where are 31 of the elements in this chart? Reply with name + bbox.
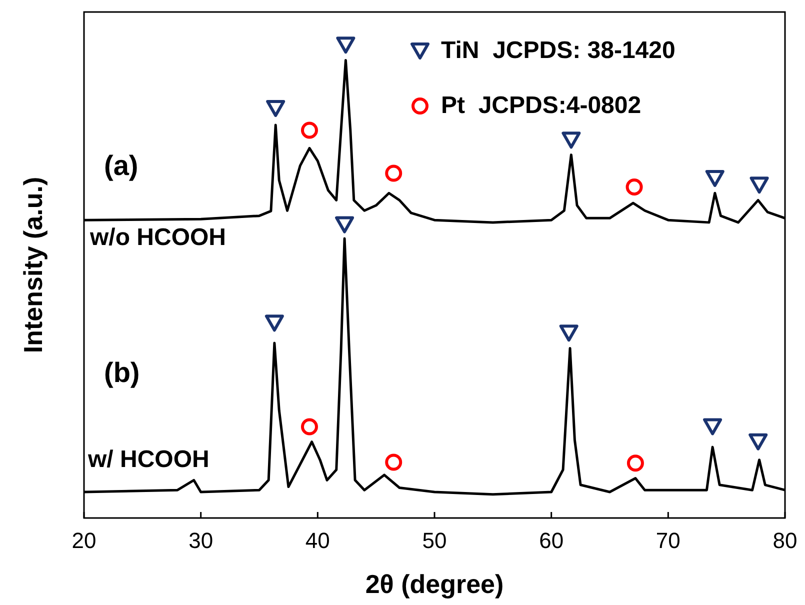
legend-label: Pt JCPDS:4-0802 — [441, 92, 642, 119]
point — [335, 216, 354, 234]
legend-label: TiN JCPDS: 38-1420 — [441, 37, 676, 64]
x-tick-label: 60 — [539, 528, 564, 553]
point — [385, 164, 402, 182]
point — [559, 324, 578, 342]
annotation: w/o HCOOH — [89, 224, 226, 251]
x-tick-label: 80 — [772, 528, 798, 553]
y-axis-title: Intensity (a.u.) — [18, 176, 48, 354]
point — [336, 36, 356, 54]
x-tick-label: 40 — [305, 528, 330, 553]
point — [703, 418, 722, 436]
point — [750, 176, 769, 194]
point — [626, 454, 644, 472]
x-tick-label: 30 — [188, 528, 214, 553]
x-tick-label: 20 — [72, 528, 96, 553]
point — [385, 454, 402, 471]
x-axis-title: 2θ (degree) — [365, 569, 504, 599]
point — [264, 314, 284, 332]
point — [300, 418, 318, 436]
annotation: (a) — [104, 150, 138, 181]
point — [562, 132, 581, 149]
point — [705, 170, 724, 187]
x-tick-label: 70 — [656, 528, 680, 553]
annotation: w/ HCOOH — [87, 446, 210, 473]
point — [266, 100, 286, 117]
point — [626, 178, 643, 196]
annotation: (b) — [104, 357, 140, 388]
point — [748, 433, 768, 450]
point — [300, 122, 318, 139]
x-tick-label: 50 — [422, 528, 447, 553]
